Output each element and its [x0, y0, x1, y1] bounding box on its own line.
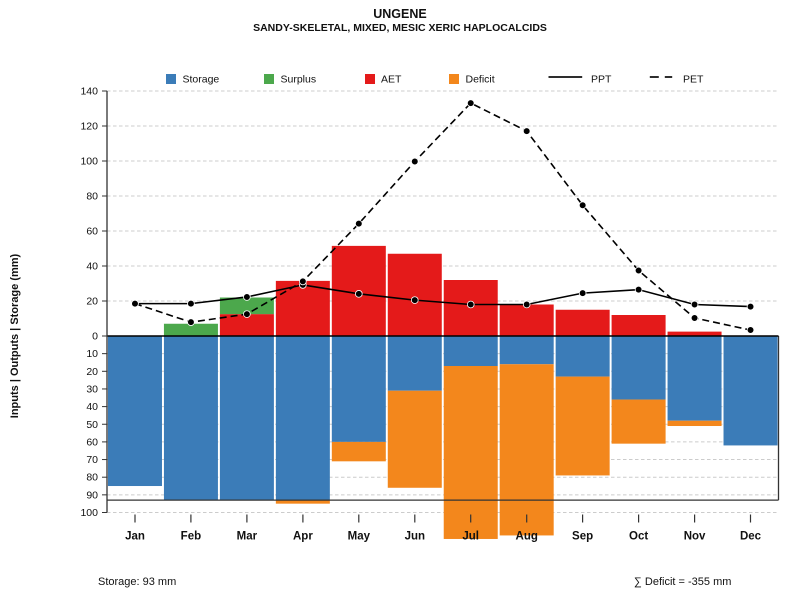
- svg-text:Surplus: Surplus: [281, 74, 317, 86]
- svg-text:100: 100: [80, 507, 98, 519]
- svg-text:40: 40: [86, 261, 98, 273]
- svg-text:Dec: Dec: [740, 531, 762, 543]
- svg-text:∑ Deficit = -355 mm: ∑ Deficit = -355 mm: [634, 576, 731, 588]
- svg-text:Nov: Nov: [684, 531, 706, 543]
- svg-text:Jan: Jan: [125, 531, 145, 543]
- svg-text:50: 50: [86, 419, 98, 431]
- svg-text:20: 20: [86, 366, 98, 378]
- svg-text:Storage: Storage: [183, 74, 220, 86]
- svg-text:80: 80: [86, 472, 98, 484]
- svg-text:80: 80: [86, 191, 98, 203]
- svg-text:Apr: Apr: [293, 531, 313, 543]
- svg-text:Jul: Jul: [462, 531, 479, 543]
- svg-text:120: 120: [80, 121, 98, 133]
- svg-text:SANDY-SKELETAL, MIXED, MESIC X: SANDY-SKELETAL, MIXED, MESIC XERIC HAPLO…: [253, 22, 547, 34]
- svg-text:60: 60: [86, 226, 98, 238]
- svg-text:Feb: Feb: [181, 531, 201, 543]
- svg-text:Jun: Jun: [405, 531, 425, 543]
- svg-text:UNGENE: UNGENE: [373, 7, 426, 21]
- svg-text:May: May: [348, 531, 371, 543]
- svg-text:PPT: PPT: [591, 74, 612, 86]
- svg-text:Inputs | Outputs | Storage (: Inputs | Outputs | Storage (mm): [9, 253, 21, 418]
- svg-text:0: 0: [92, 331, 98, 343]
- svg-text:Deficit: Deficit: [466, 74, 495, 86]
- svg-text:20: 20: [86, 296, 98, 308]
- svg-text:Oct: Oct: [629, 531, 648, 543]
- svg-text:Mar: Mar: [237, 531, 258, 543]
- svg-text:Aug: Aug: [516, 531, 538, 543]
- svg-text:Sep: Sep: [572, 531, 593, 543]
- svg-text:10: 10: [86, 348, 98, 360]
- svg-text:100: 100: [80, 156, 98, 168]
- svg-text:AET: AET: [381, 74, 402, 86]
- svg-text:90: 90: [86, 489, 98, 501]
- svg-text:70: 70: [86, 454, 98, 466]
- svg-text:30: 30: [86, 383, 98, 395]
- svg-text:40: 40: [86, 401, 98, 413]
- svg-text:60: 60: [86, 436, 98, 448]
- svg-text:140: 140: [80, 86, 98, 98]
- svg-text:Storage: 93 mm: Storage: 93 mm: [98, 576, 176, 588]
- svg-text:PET: PET: [683, 74, 704, 86]
